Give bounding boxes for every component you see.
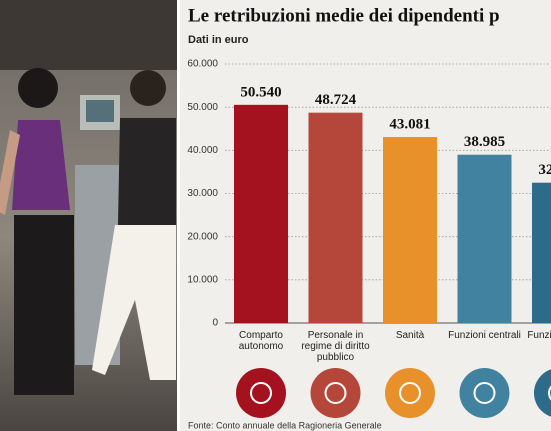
category-icon <box>459 368 510 418</box>
category-icon <box>534 369 551 417</box>
category-icon-glyph <box>399 382 421 404</box>
x-tick-label: Funzioni centrali <box>448 330 521 341</box>
y-tick-label: 50.000 <box>187 102 218 113</box>
y-tick-label: 60.000 <box>187 59 218 70</box>
photo <box>0 0 177 431</box>
category-icon <box>385 368 435 418</box>
value-label: 38.985 <box>464 134 505 150</box>
chart-subtitle: Dati in euro <box>188 34 249 46</box>
value-label: 50.540 <box>240 84 281 100</box>
bar <box>457 154 512 323</box>
value-label: 48.724 <box>315 92 357 108</box>
divider <box>177 0 180 431</box>
x-tick-label: Comparto autonomo <box>238 330 284 352</box>
x-tick-label: Sanità <box>395 330 425 341</box>
y-tick-label: 0 <box>212 318 218 329</box>
bar <box>383 137 437 323</box>
category-icon-glyph <box>250 382 272 404</box>
y-tick-label: 20.000 <box>187 231 218 242</box>
bar <box>308 112 363 323</box>
category-icon-glyph <box>548 385 551 401</box>
y-tick-label: 30.000 <box>187 188 218 199</box>
y-tick-label: 40.000 <box>187 145 218 156</box>
category-icon <box>310 368 361 418</box>
category-icon-glyph <box>473 382 496 404</box>
bar <box>234 104 288 323</box>
value-label: 32.500 <box>538 162 551 178</box>
y-tick-label: 10.000 <box>187 274 218 285</box>
chart-title: Le retribuzioni medie dei dipendenti p <box>188 5 500 26</box>
x-tick-label: Personale in regime di diritto pubblico <box>301 330 370 363</box>
bar <box>532 182 551 323</box>
value-label: 43.081 <box>389 116 430 132</box>
x-tick-label: Funzioni locali <box>527 330 551 341</box>
category-icon <box>236 368 286 418</box>
category-icon-glyph <box>324 382 347 404</box>
source: Fonte: Conto annuale della Ragioneria Ge… <box>188 420 382 430</box>
